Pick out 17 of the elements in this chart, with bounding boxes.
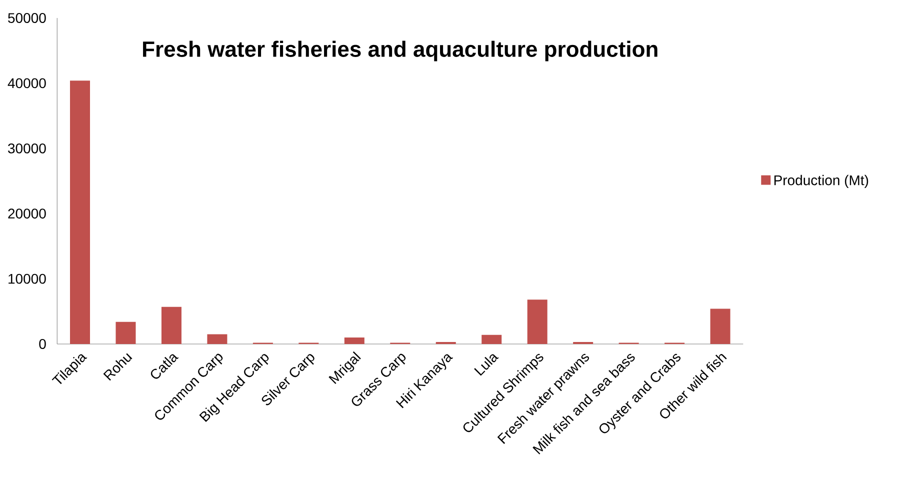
text: Fresh water fisheries and aquaculture production (143, 40, 658, 62)
y-tick-label: 50000 (8, 13, 46, 23)
y-tick-label: 30000 (8, 143, 46, 154)
legend-label: Production (Mt) (774, 174, 868, 188)
bar (710, 308, 730, 344)
bar (116, 322, 136, 344)
bar (207, 334, 228, 344)
y-tick-label: 20000 (8, 208, 46, 219)
x-tick-label: Lula (474, 354, 499, 376)
bar (344, 337, 364, 344)
bar (527, 300, 548, 344)
bar (482, 334, 502, 344)
y-tick-label: 40000 (8, 78, 46, 88)
bar (161, 306, 182, 344)
y-tick-label: 0 (39, 339, 46, 349)
bar (70, 80, 90, 344)
y-tick-label: 10000 (8, 274, 46, 284)
